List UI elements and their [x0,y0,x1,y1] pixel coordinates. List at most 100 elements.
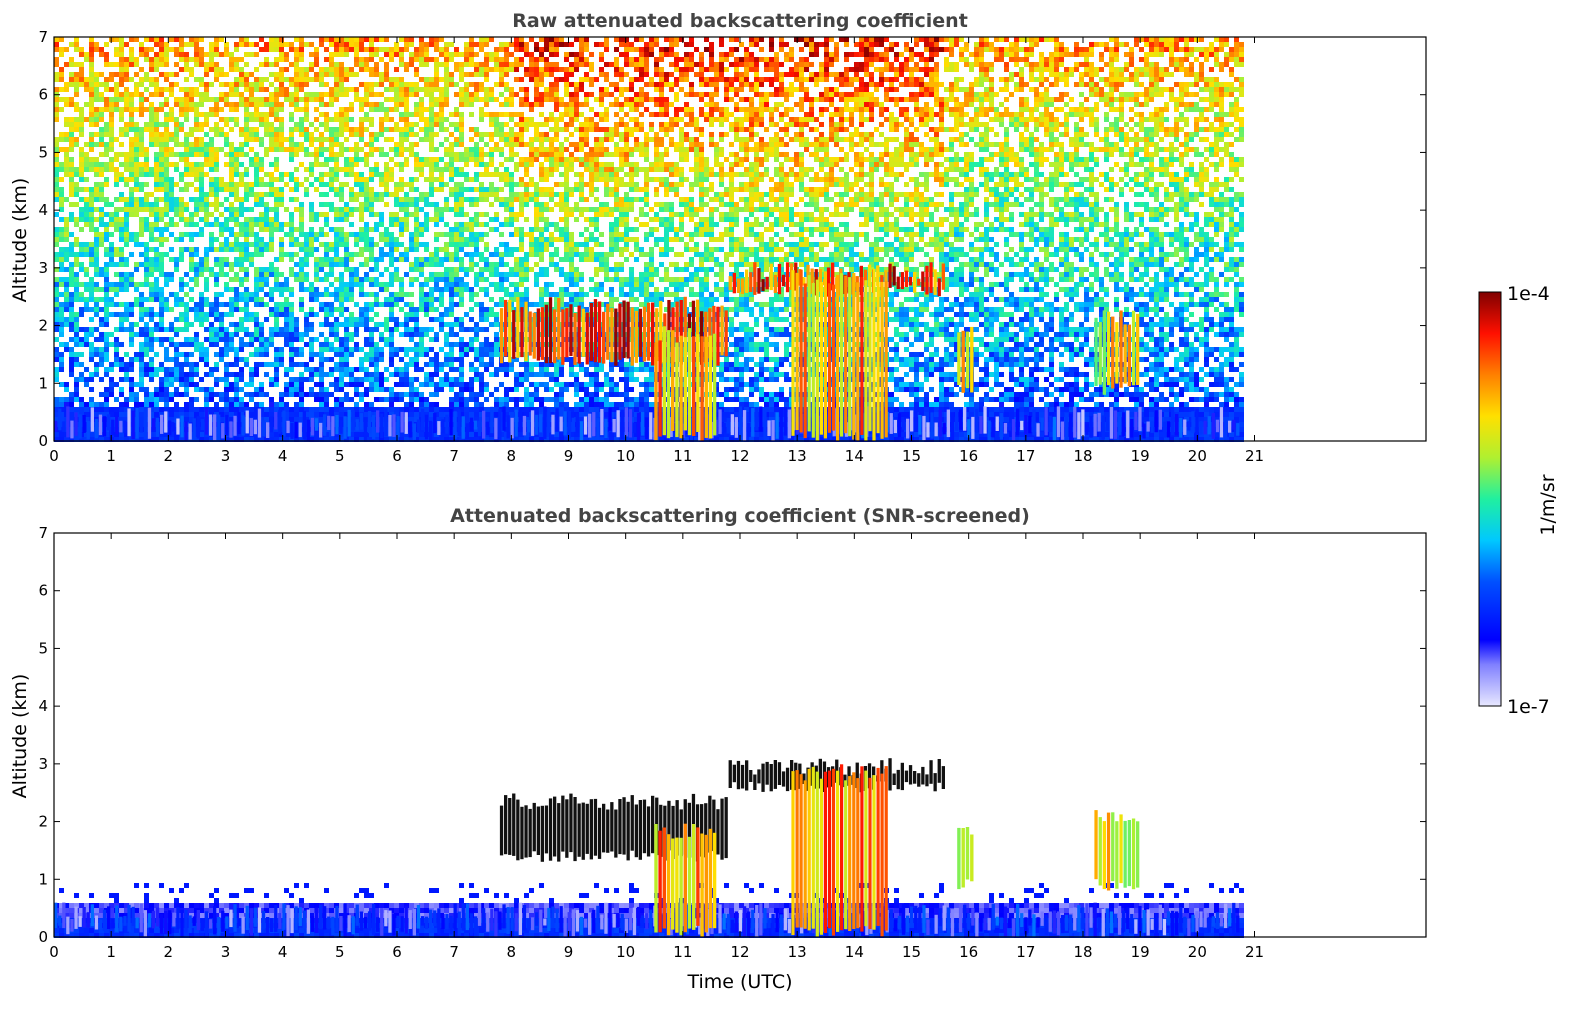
heatmap-cell [54,157,59,162]
heatmap-cell [109,117,114,122]
heatmap-cell [494,172,499,177]
heatmap-cell [99,72,104,77]
heatmap-cell [194,282,199,287]
heatmap-cell [499,122,504,127]
heatmap-cell [439,347,444,352]
heatmap-cell [439,62,444,67]
heatmap-cell [379,217,384,222]
heatmap-cell [94,87,99,92]
heatmap-cell [439,302,444,307]
heatmap-cell [389,387,394,392]
heatmap-cell [274,197,279,202]
heatmap-cell [364,82,369,87]
heatmap-cell [284,382,289,387]
heatmap-cell [149,92,154,97]
heatmap-cell [409,112,414,117]
heatmap-cell [369,142,374,147]
heatmap-cell [309,242,314,247]
heatmap-cell [359,177,364,182]
heatmap-cell [329,347,334,352]
heatmap-cell [319,227,324,232]
heatmap-cell [344,332,349,337]
heatmap-cell [434,422,439,427]
heatmap-cell [349,37,354,42]
heatmap-cell [104,87,109,92]
heatmap-cell [214,262,219,267]
heatmap-cell [339,142,344,147]
heatmap-cell [484,212,489,217]
heatmap-cell [194,117,199,122]
heatmap-cell [254,362,259,367]
heatmap-cell [409,132,414,137]
heatmap-cell [464,437,469,442]
heatmap-cell [104,127,109,132]
heatmap-cell [344,182,349,187]
heatmap-cell [329,102,334,107]
heatmap-cell [384,152,389,157]
heatmap-cell [239,307,244,312]
heatmap-cell [449,312,454,317]
heatmap-cell [139,172,144,177]
heatmap-cell [344,292,349,297]
heatmap-cell [419,342,424,347]
heatmap-cell [464,402,469,407]
heatmap-cell [479,212,484,217]
heatmap-cell [154,122,159,127]
heatmap-cell [154,297,159,302]
heatmap-cell [499,147,504,152]
heatmap-cell [209,267,214,272]
heatmap-cell [79,267,84,272]
heatmap-cell [239,277,244,282]
heatmap-cell [379,347,384,352]
heatmap-cell [59,352,64,357]
heatmap-cell [174,317,179,322]
heatmap-cell [229,277,234,282]
heatmap-cell [89,117,94,122]
heatmap-cell [194,407,199,412]
heatmap-cell [284,322,289,327]
heatmap-cell [359,67,364,72]
heatmap-cell [364,67,369,72]
heatmap-cell [184,77,189,82]
heatmap-cell [249,112,254,117]
heatmap-cell [359,357,364,362]
heatmap-cell [284,137,289,142]
heatmap-cell [419,157,424,162]
heatmap-cell [239,42,244,47]
heatmap-cell [79,72,84,77]
heatmap-cell [479,132,484,137]
heatmap-cell [429,337,434,342]
heatmap-cell [444,42,449,47]
heatmap-cell [279,227,284,232]
heatmap-cell [104,322,109,327]
heatmap-cell [394,217,399,222]
heatmap-cell [209,47,214,52]
heatmap-cell [244,392,249,397]
heatmap-cell [359,322,364,327]
heatmap-cell [234,382,239,387]
heatmap-cell [364,392,369,397]
heatmap-cell [364,127,369,132]
heatmap-cell [319,142,324,147]
heatmap-cell [74,102,79,107]
heatmap-cell [444,67,449,72]
heatmap-cell [374,382,379,387]
heatmap-cell [244,187,249,192]
heatmap-cell [394,292,399,297]
heatmap-cell [124,122,129,127]
heatmap-cell [269,297,274,302]
heatmap-cell [399,297,404,302]
heatmap-cell [269,342,274,347]
heatmap-cell [409,387,414,392]
heatmap-cell [234,402,239,407]
heatmap-cell [109,412,114,417]
heatmap-cell [349,397,354,402]
heatmap-cell [239,367,244,372]
heatmap-cell [479,407,484,412]
heatmap-cell [204,397,209,402]
heatmap-cell [299,257,304,262]
heatmap-cell [324,252,329,257]
heatmap-cell [409,397,414,402]
heatmap-cell [219,417,224,422]
heatmap-cell [499,187,504,192]
